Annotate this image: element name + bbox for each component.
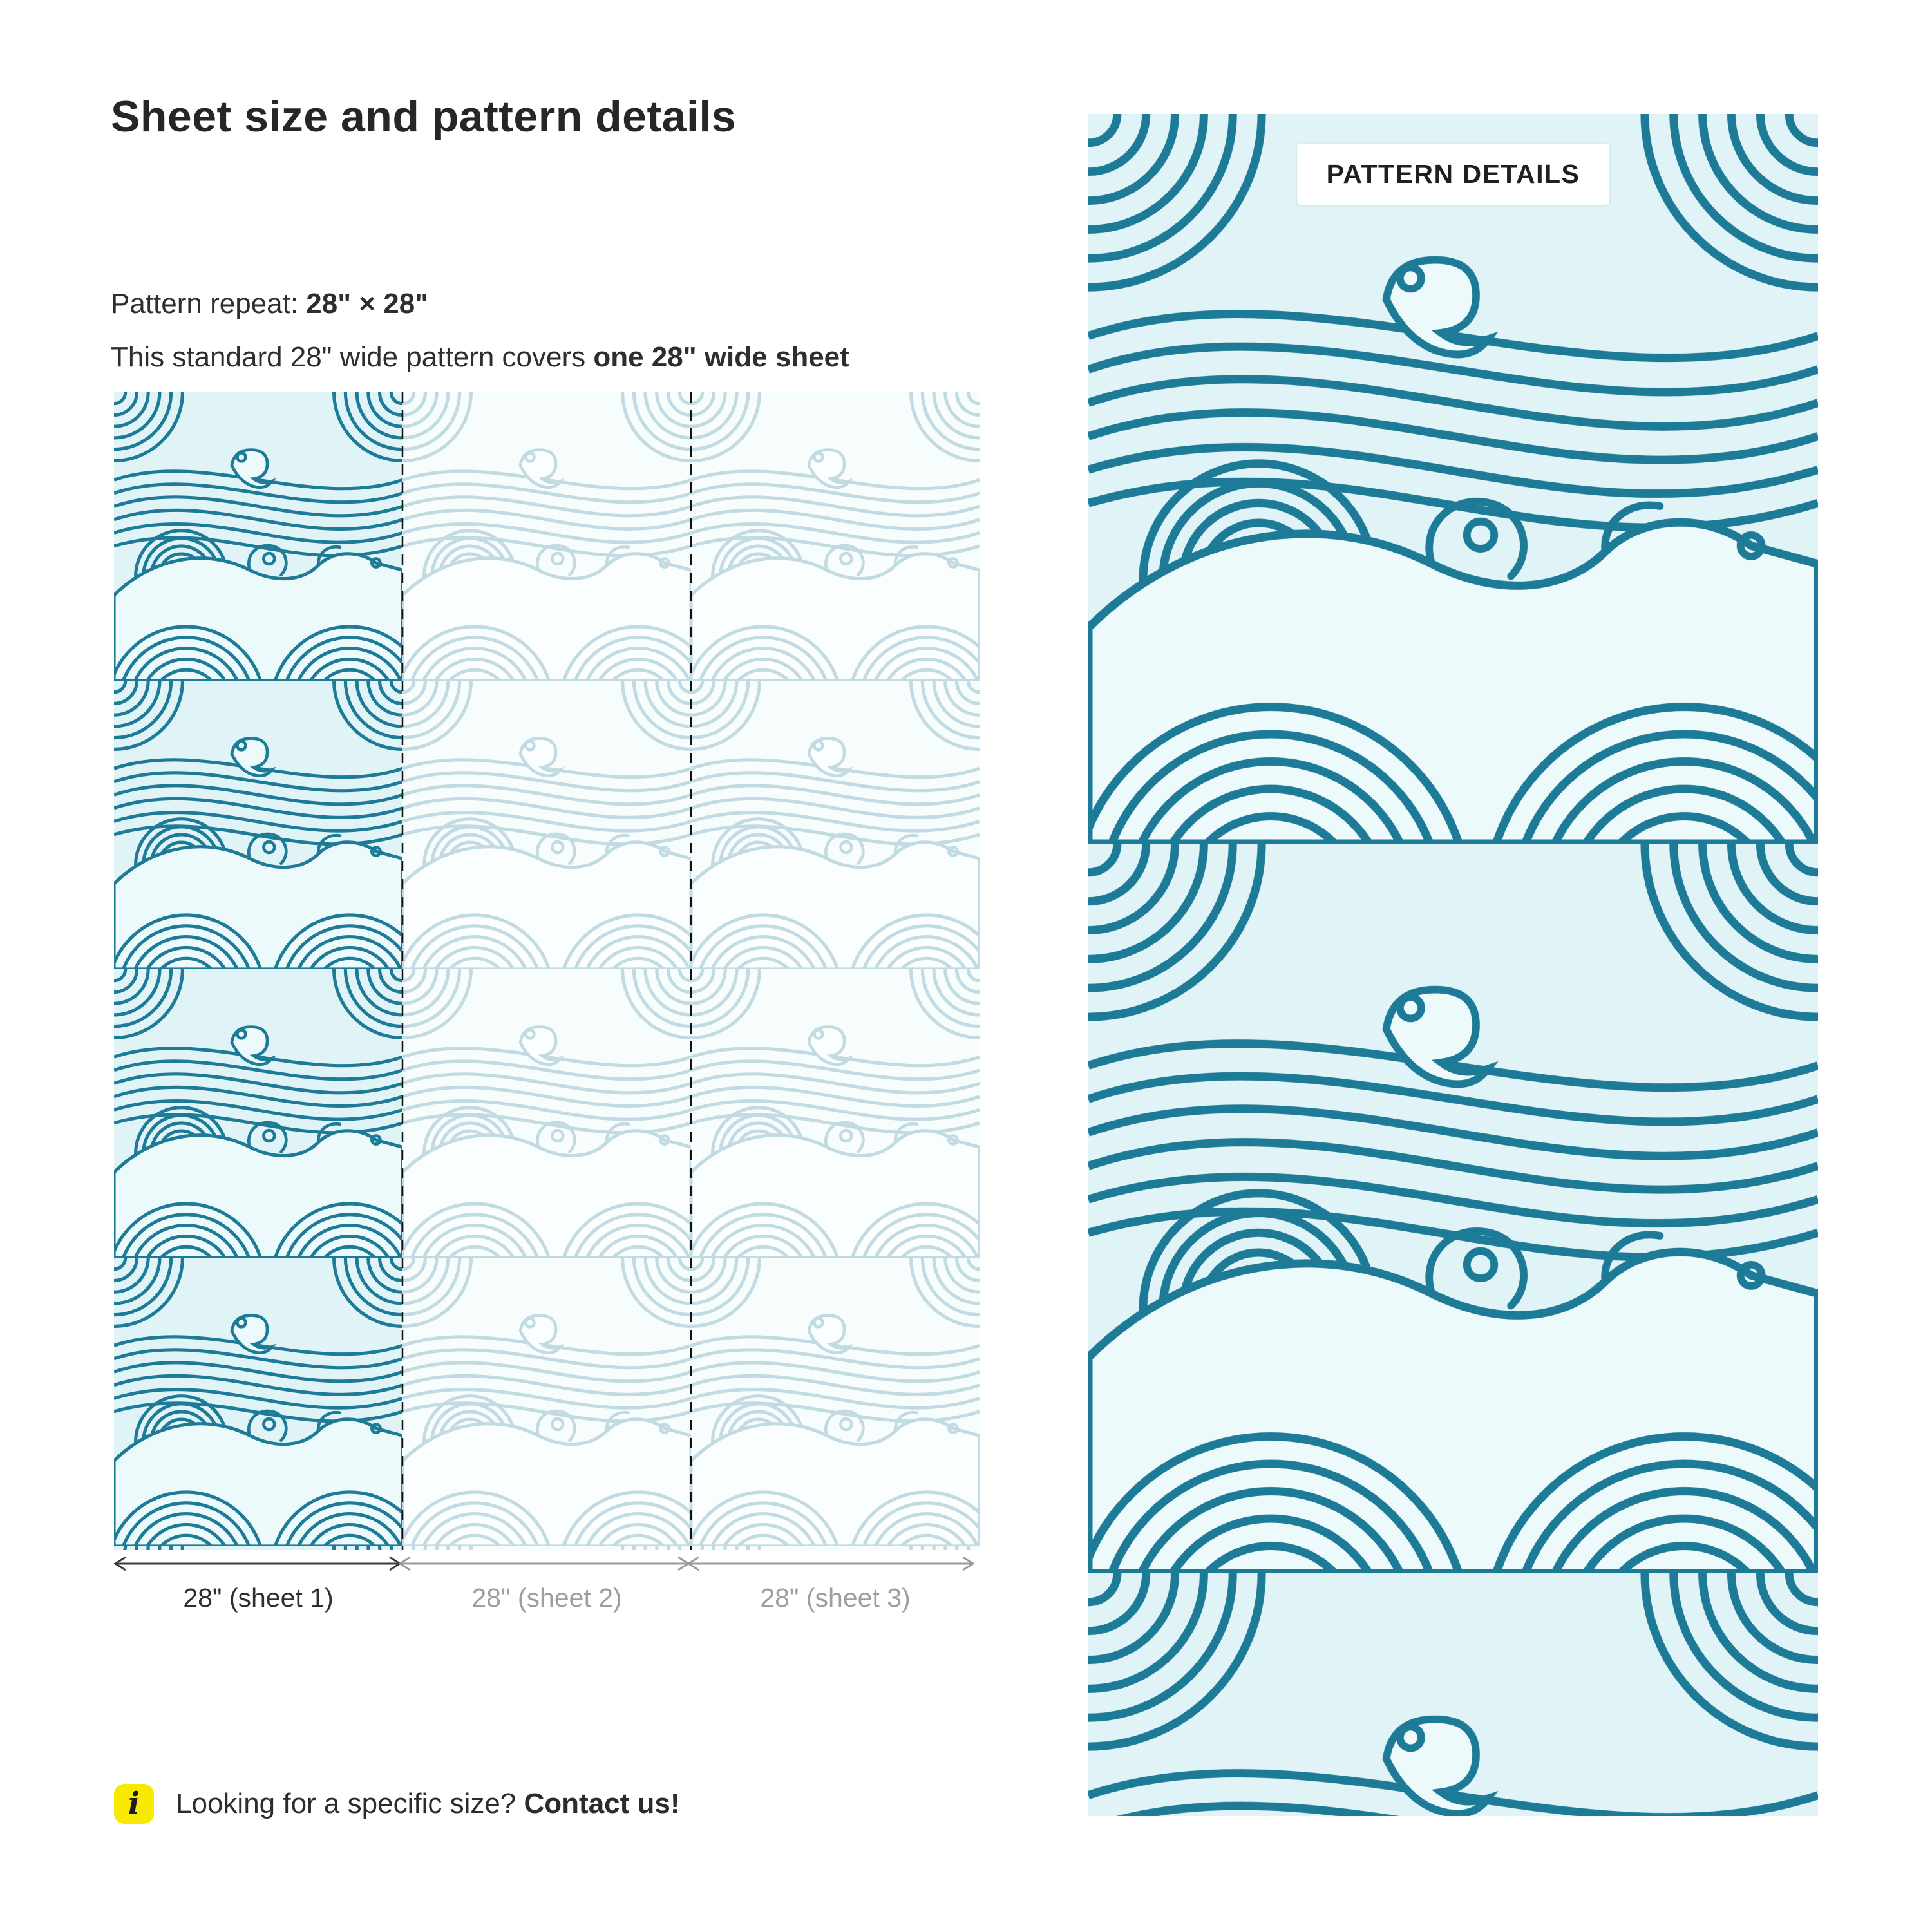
sheet3-label: 28" (sheet 3) <box>760 1583 911 1613</box>
info-icon: i <box>114 1784 154 1824</box>
measurement-diagram <box>111 1548 977 1579</box>
sheet1-measure-arrow <box>113 1556 402 1571</box>
info-text: Looking for a specific size? Contact us! <box>176 1788 680 1820</box>
coverage-text: This standard 28" wide pattern covers <box>111 341 594 373</box>
sheet2-measure-arrow <box>398 1556 690 1571</box>
sheet3-measure-arrow <box>687 1556 975 1571</box>
sheet-preview-image <box>114 392 980 1550</box>
sheet-labels: 28" (sheet 1) 28" (sheet 2) 28" (sheet 3… <box>114 1583 980 1613</box>
pattern-detail-panel: PATTERN DETAILS <box>1088 114 1818 1816</box>
pattern-detail-image <box>1088 114 1818 1816</box>
pattern-repeat-label: Pattern repeat: <box>111 288 307 319</box>
sheet1-label: 28" (sheet 1) <box>183 1583 334 1613</box>
pattern-repeat-value: 28" × 28" <box>306 288 429 319</box>
sheet2-label: 28" (sheet 2) <box>471 1583 622 1613</box>
size-info-note: i Looking for a specific size? Contact u… <box>114 1784 680 1824</box>
info-question: Looking for a specific size? <box>176 1788 524 1819</box>
coverage-bold: one 28" wide sheet <box>593 341 849 373</box>
pattern-repeat-line: Pattern repeat: 28" × 28" <box>111 288 428 320</box>
coverage-line: This standard 28" wide pattern covers on… <box>111 341 849 374</box>
page-title: Sheet size and pattern details <box>111 92 737 141</box>
pattern-details-badge: PATTERN DETAILS <box>1296 144 1610 205</box>
contact-us-link[interactable]: Contact us! <box>524 1788 680 1819</box>
